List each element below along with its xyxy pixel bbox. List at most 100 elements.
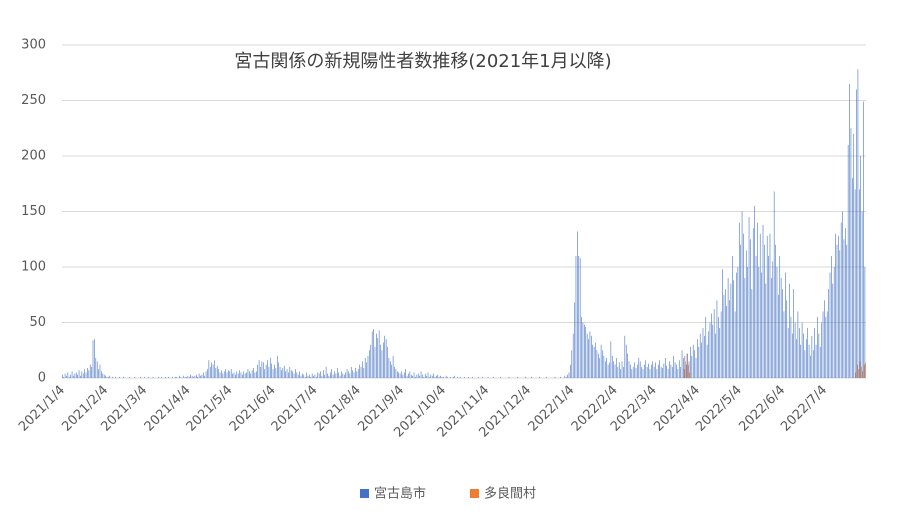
bar	[413, 372, 415, 378]
bar	[828, 289, 829, 378]
bar	[652, 361, 654, 378]
bar	[144, 376, 145, 378]
bar	[191, 375, 193, 378]
bar	[392, 355, 394, 378]
bar	[719, 328, 721, 378]
bar	[821, 322, 822, 378]
bar	[786, 300, 788, 378]
bar	[740, 244, 741, 378]
bar	[440, 375, 441, 378]
bar	[726, 305, 728, 378]
legend-label: 多良間村	[484, 486, 536, 502]
bar	[265, 364, 267, 378]
bar	[335, 373, 337, 378]
legend-key	[360, 489, 369, 498]
bar	[260, 366, 261, 378]
bar	[648, 363, 649, 378]
bar	[607, 364, 609, 378]
bar	[775, 244, 776, 378]
bar	[366, 362, 367, 378]
bar	[271, 363, 272, 378]
bar	[67, 372, 69, 378]
bar	[860, 156, 862, 378]
chart-title: 宮古関係の新規陽性者数推移(2021年1月以降)	[234, 51, 611, 72]
bar	[320, 371, 321, 378]
bar	[718, 316, 719, 378]
bar	[743, 233, 744, 378]
bar	[861, 211, 863, 378]
x-tick-label: 2022/7/4	[778, 383, 830, 435]
bar	[687, 353, 688, 378]
bar	[856, 364, 858, 378]
bar	[472, 376, 473, 378]
bar	[829, 272, 831, 378]
bar	[859, 361, 861, 378]
bar	[772, 261, 774, 378]
bar	[261, 361, 263, 378]
bar	[416, 374, 418, 378]
bar	[835, 233, 836, 378]
bar	[706, 344, 708, 378]
bar	[450, 376, 451, 378]
bar	[641, 366, 642, 378]
bar	[394, 366, 395, 378]
bar	[628, 361, 630, 378]
bar	[391, 364, 393, 378]
bar	[244, 373, 246, 378]
bar	[184, 376, 186, 378]
bar	[634, 362, 635, 378]
x-tick-label: 2021/7/4	[269, 383, 321, 435]
bar	[863, 101, 864, 379]
x-tick-label: 2022/1/4	[526, 383, 578, 435]
bar	[805, 339, 807, 378]
bar	[737, 267, 739, 378]
bar	[787, 328, 789, 378]
bar	[410, 374, 412, 378]
bar	[75, 372, 77, 378]
bar	[666, 365, 667, 378]
bar	[676, 364, 677, 378]
bar	[741, 211, 743, 378]
bar	[689, 372, 691, 378]
bar	[214, 360, 215, 378]
bar	[859, 189, 860, 378]
bar	[709, 322, 711, 378]
bar	[385, 339, 387, 378]
bar	[856, 89, 857, 379]
bar	[745, 250, 747, 378]
bar	[357, 369, 359, 378]
bar	[673, 355, 674, 378]
bar	[656, 369, 658, 378]
bar	[152, 376, 154, 378]
bar	[257, 364, 259, 378]
bar	[736, 272, 737, 378]
bar	[349, 373, 351, 378]
bar	[307, 375, 309, 378]
bar	[236, 371, 238, 378]
y-tick-label: 50	[29, 315, 46, 330]
bar	[631, 369, 633, 378]
bar	[546, 376, 547, 378]
bar	[803, 333, 804, 378]
bar	[702, 328, 704, 378]
bar	[712, 324, 714, 378]
bar	[778, 294, 779, 378]
bar	[239, 370, 240, 378]
bar	[797, 311, 799, 378]
bar	[246, 372, 247, 378]
bar	[621, 361, 623, 378]
bar	[825, 316, 827, 378]
bar	[408, 373, 409, 378]
bar	[289, 366, 291, 378]
bar	[785, 272, 786, 378]
bar	[704, 335, 705, 378]
bar	[757, 222, 758, 378]
bar	[161, 376, 162, 378]
bar	[697, 339, 698, 378]
bar	[669, 361, 670, 378]
bar	[352, 370, 353, 378]
bar	[747, 267, 748, 378]
bar	[585, 326, 587, 378]
bar	[711, 313, 712, 378]
